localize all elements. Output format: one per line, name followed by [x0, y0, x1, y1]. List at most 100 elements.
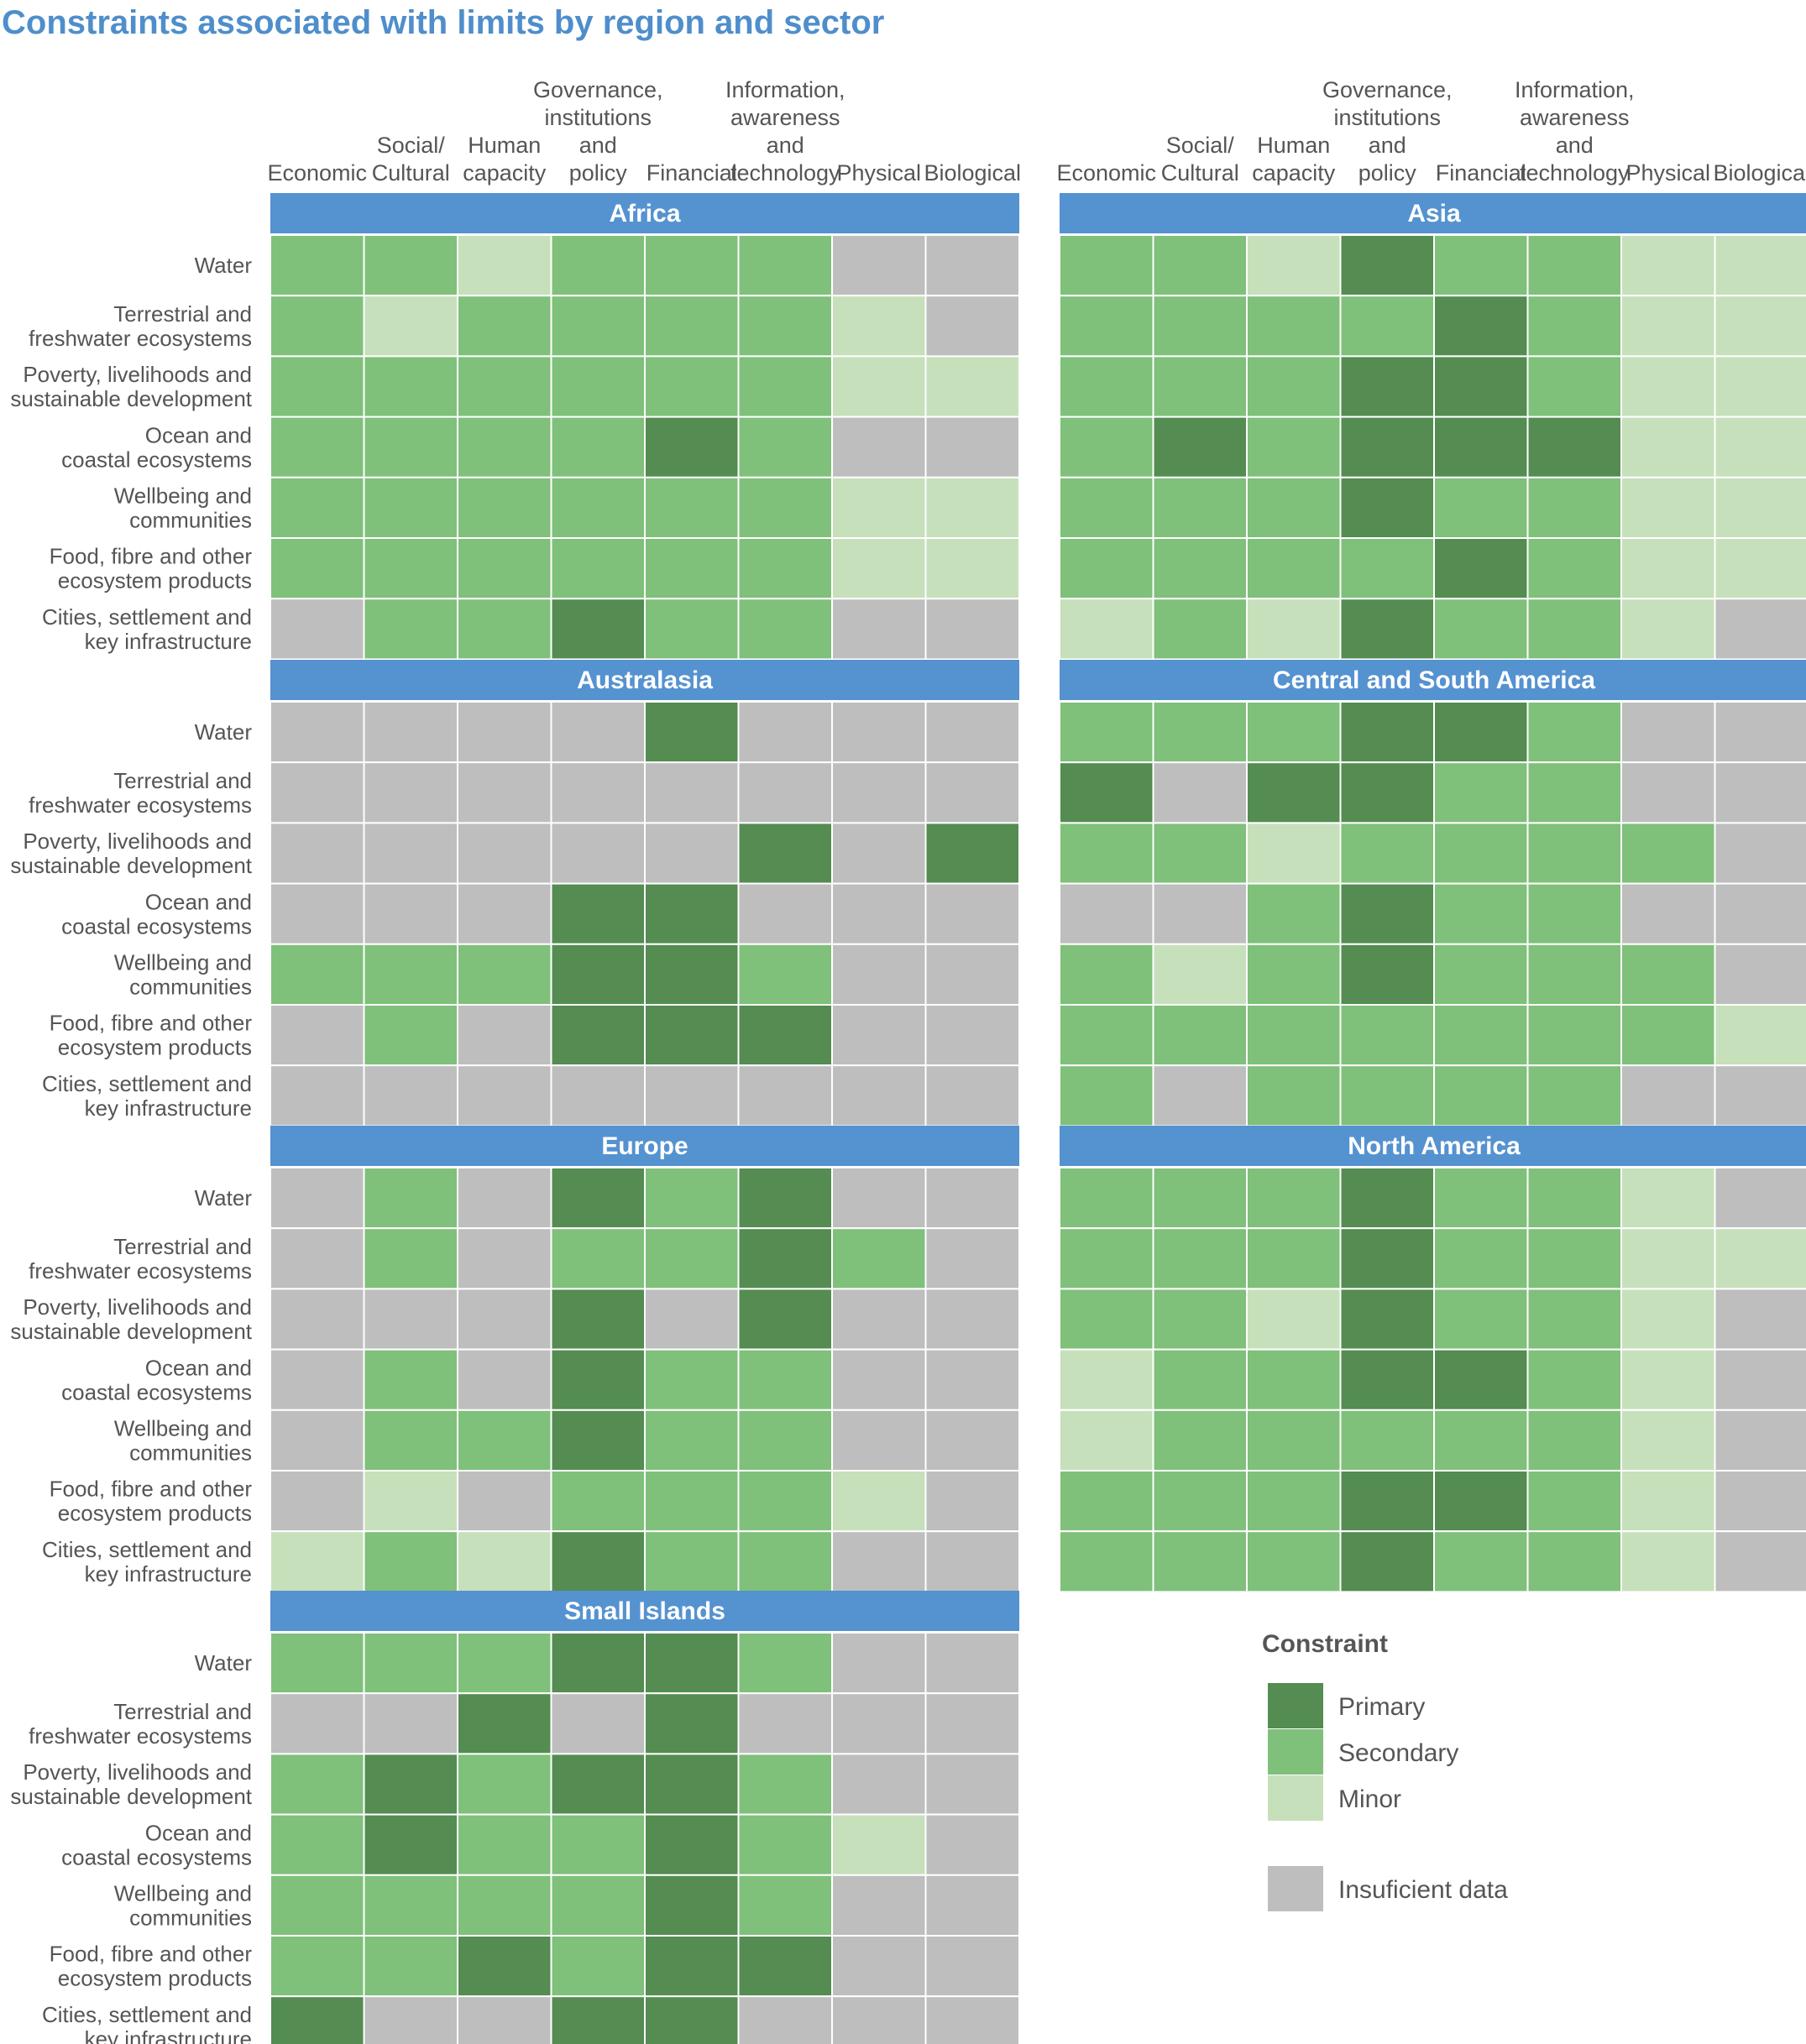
row-label-africa-4: Wellbeing and communities — [114, 484, 252, 533]
panel-title-small-islands: Small Islands — [564, 1597, 725, 1625]
heatmap-cell-small-islands-r4-c3: Small Islands | Wellbeing and communitie… — [550, 1874, 646, 1937]
row-label-small-islands-1: Terrestrial and freshwater ecosystems — [29, 1699, 252, 1749]
heatmap-cell-australasia-r1-c6: Australasia | Terrestrial and freshwater… — [831, 761, 927, 824]
column-header-right-0: Economic — [1056, 160, 1156, 186]
column-header-right-6: Physical — [1625, 160, 1710, 186]
heatmap-cell-africa-r1-c1: Africa | Terrestrial and freshwater ecos… — [363, 295, 458, 358]
row-label-australasia-2: Poverty, livelihoods and sustainable deve… — [10, 829, 252, 878]
heatmap-cell-north-america-r0-c7: North America | Water | Biological: Insu… — [1714, 1167, 1806, 1230]
heatmap-cell-africa-r6-c0: Africa | Cities, settlement and key infr… — [270, 598, 365, 661]
heatmap-cell-asia-r4-c1: Asia | Wellbeing and communities | Socia… — [1152, 476, 1248, 539]
heatmap-cell-north-america-r3-c4: North America | Ocean and coastal ecosys… — [1433, 1348, 1529, 1411]
heatmap-cell-north-america-r2-c3: North America | Poverty, livelihoods and… — [1339, 1288, 1435, 1351]
heatmap-cell-europe-r4-c0: Europe | Wellbeing and communities | Eco… — [270, 1409, 365, 1472]
row-label-europe-3: Ocean and coastal ecosystems — [61, 1355, 252, 1404]
heatmap-cell-central-and-south-america-r6-c1: Central and South America | Cities, sett… — [1152, 1064, 1248, 1127]
heatmap-cell-africa-r4-c7: Africa | Wellbeing and communities | Bio… — [924, 476, 1020, 539]
heatmap-cell-small-islands-r6-c6: Small Islands | Cities, settlement and k… — [831, 1995, 927, 2044]
heatmap-cell-asia-r3-c2: Asia | Ocean and coastal ecosystems | Hu… — [1246, 416, 1342, 478]
heatmap-cell-small-islands-r5-c6: Small Islands | Food, fibre and other ec… — [831, 1935, 927, 1998]
heatmap-cell-australasia-r6-c6: Australasia | Cities, settlement and key… — [831, 1064, 927, 1127]
heatmap-cell-africa-r0-c7: Africa | Water | Biological: Insufficien… — [924, 234, 1020, 297]
panel-header-bar-north-america — [1060, 1126, 1806, 1166]
heatmap-cell-australasia-r3-c5: Australasia | Ocean and coastal ecosyste… — [737, 882, 833, 945]
heatmap-cell-small-islands-r2-c0: Small Islands | Poverty, livelihoods and… — [270, 1753, 365, 1816]
heatmap-cell-europe-r4-c5: Europe | Wellbeing and communities | Inf… — [737, 1409, 833, 1472]
heatmap-cell-africa-r3-c7: Africa | Ocean and coastal ecosystems | … — [924, 416, 1020, 478]
row-label-australasia-3: Ocean and coastal ecosystems — [61, 889, 252, 938]
heatmap-cell-north-america-r6-c2: North America | Cities, settlement and k… — [1246, 1530, 1342, 1593]
heatmap-cell-africa-r3-c6: Africa | Ocean and coastal ecosystems | … — [831, 416, 927, 478]
heatmap-cell-asia-r2-c1: Asia | Poverty, livelihoods and sustaina… — [1152, 355, 1248, 418]
heatmap-cell-asia-r1-c0: Asia | Terrestrial and freshwater ecosys… — [1059, 295, 1154, 358]
heatmap-cell-small-islands-r3-c1: Small Islands | Ocean and coastal ecosys… — [363, 1813, 458, 1876]
heatmap-cell-north-america-r3-c3: North America | Ocean and coastal ecosys… — [1339, 1348, 1435, 1411]
heatmap-cell-small-islands-r6-c7: Small Islands | Cities, settlement and k… — [924, 1995, 1020, 2044]
heatmap-cell-europe-r6-c3: Europe | Cities, settlement and key infr… — [550, 1530, 646, 1593]
panel-header-bar-central-and-south-america — [1060, 660, 1806, 700]
heatmap-cell-europe-r5-c1: Europe | Food, fibre and other ecosystem… — [363, 1470, 458, 1533]
heatmap-cell-central-and-south-america-r0-c3: Central and South America | Water | Gove… — [1339, 701, 1435, 764]
heatmap-cell-africa-r2-c1: Africa | Poverty, livelihoods and sustai… — [363, 355, 458, 418]
heatmap-cell-africa-r6-c6: Africa | Cities, settlement and key infr… — [831, 598, 927, 661]
heatmap-cell-north-america-r6-c4: North America | Cities, settlement and k… — [1433, 1530, 1529, 1593]
heatmap-cell-africa-r6-c7: Africa | Cities, settlement and key infr… — [924, 598, 1020, 661]
heatmap-cell-north-america-r1-c7: North America | Terrestrial and freshwat… — [1714, 1227, 1806, 1290]
heatmap-cell-europe-r4-c2: Europe | Wellbeing and communities | Hum… — [457, 1409, 552, 1472]
row-label-small-islands-2: Poverty, livelihoods and sustainable deve… — [10, 1759, 252, 1809]
heatmap-cell-asia-r1-c3: Asia | Terrestrial and freshwater ecosys… — [1339, 295, 1435, 358]
heatmap-cell-australasia-r4-c2: Australasia | Wellbeing and communities … — [457, 943, 552, 1006]
heatmap-cell-central-and-south-america-r0-c2: Central and South America | Water | Huma… — [1246, 701, 1342, 764]
heatmap-cell-central-and-south-america-r3-c1: Central and South America | Ocean and co… — [1152, 882, 1248, 945]
heatmap-cell-australasia-r4-c0: Australasia | Wellbeing and communities … — [270, 943, 365, 1006]
heatmap-cell-asia-r3-c3: Asia | Ocean and coastal ecosystems | Go… — [1339, 416, 1435, 478]
heatmap-cell-small-islands-r3-c0: Small Islands | Ocean and coastal ecosys… — [270, 1813, 365, 1876]
heatmap-cell-central-and-south-america-r4-c1: Central and South America | Wellbeing an… — [1152, 943, 1248, 1006]
heatmap-cell-asia-r6-c7: Asia | Cities, settlement and key infras… — [1714, 598, 1806, 661]
heatmap-cell-small-islands-r4-c4: Small Islands | Wellbeing and communitie… — [644, 1874, 740, 1937]
heatmap-cell-north-america-r6-c0: North America | Cities, settlement and k… — [1059, 1530, 1154, 1593]
heatmap-cell-australasia-r3-c4: Australasia | Ocean and coastal ecosyste… — [644, 882, 740, 945]
heatmap-cell-europe-r0-c2: Europe | Water | Human capacity: Insuffi… — [457, 1167, 552, 1230]
row-label-australasia-6: Cities, settlement and key infrastructure — [42, 1071, 252, 1121]
heatmap-cell-central-and-south-america-r2-c1: Central and South America | Poverty, liv… — [1152, 822, 1248, 885]
heatmap-cell-small-islands-r4-c2: Small Islands | Wellbeing and communitie… — [457, 1874, 552, 1937]
heatmap-cell-australasia-r2-c3: Australasia | Poverty, livelihoods and s… — [550, 822, 646, 885]
row-label-australasia-1: Terrestrial and freshwater ecosystems — [29, 768, 252, 818]
heatmap-cell-central-and-south-america-r2-c0: Central and South America | Poverty, liv… — [1059, 822, 1154, 885]
heatmap-cell-central-and-south-america-r5-c4: Central and South America | Food, fibre … — [1433, 1004, 1529, 1067]
heatmap-cell-africa-r1-c6: Africa | Terrestrial and freshwater ecos… — [831, 295, 927, 358]
heatmap-cell-central-and-south-america-r2-c3: Central and South America | Poverty, liv… — [1339, 822, 1435, 885]
heatmap-cell-australasia-r3-c2: Australasia | Ocean and coastal ecosyste… — [457, 882, 552, 945]
heatmap-cell-small-islands-r5-c1: Small Islands | Food, fibre and other ec… — [363, 1935, 458, 1998]
heatmap-cell-small-islands-r2-c5: Small Islands | Poverty, livelihoods and… — [737, 1753, 833, 1816]
heatmap-cell-europe-r3-c2: Europe | Ocean and coastal ecosystems | … — [457, 1348, 552, 1411]
panel-header-bar-africa — [270, 193, 1019, 233]
heatmap-cell-europe-r0-c6: Europe | Water | Physical: Insufficient … — [831, 1167, 927, 1230]
heatmap-cell-africa-r2-c7: Africa | Poverty, livelihoods and sustai… — [924, 355, 1020, 418]
column-header-left-1: Social/Cultural — [372, 133, 450, 186]
heatmap-cell-north-america-r6-c3: North America | Cities, settlement and k… — [1339, 1530, 1435, 1593]
heatmap-cell-australasia-r3-c0: Australasia | Ocean and coastal ecosyste… — [270, 882, 365, 945]
heatmap-cell-africa-r2-c4: Africa | Poverty, livelihoods and sustai… — [644, 355, 740, 418]
heatmap-cell-small-islands-r2-c3: Small Islands | Poverty, livelihoods and… — [550, 1753, 646, 1816]
heatmap-cell-small-islands-r0-c0: Small Islands | Water | Economic: Second… — [270, 1632, 365, 1695]
heatmap-cell-africa-r5-c3: Africa | Food, fibre and other ecosystem… — [550, 537, 646, 600]
heatmap-cell-north-america-r0-c3: North America | Water | Governance, inst… — [1339, 1167, 1435, 1230]
heatmap-cell-africa-r3-c5: Africa | Ocean and coastal ecosystems | … — [737, 416, 833, 478]
heatmap-cell-north-america-r4-c5: North America | Wellbeing and communitie… — [1526, 1409, 1622, 1472]
heatmap-cell-africa-r4-c3: Africa | Wellbeing and communities | Gov… — [550, 476, 646, 539]
panel-header-bar-small-islands — [270, 1591, 1019, 1631]
heatmap-cell-africa-r4-c4: Africa | Wellbeing and communities | Fin… — [644, 476, 740, 539]
heatmap-cell-central-and-south-america-r5-c0: Central and South America | Food, fibre … — [1059, 1004, 1154, 1067]
heatmap-cell-africa-r5-c6: Africa | Food, fibre and other ecosystem… — [831, 537, 927, 600]
heatmap-cell-europe-r3-c3: Europe | Ocean and coastal ecosystems | … — [550, 1348, 646, 1411]
heatmap-cell-australasia-r2-c6: Australasia | Poverty, livelihoods and s… — [831, 822, 927, 885]
heatmap-cell-australasia-r2-c0: Australasia | Poverty, livelihoods and s… — [270, 822, 365, 885]
heatmap-cell-central-and-south-america-r3-c6: Central and South America | Ocean and co… — [1620, 882, 1716, 945]
heatmap-cell-small-islands-r0-c2: Small Islands | Water | Human capacity: … — [457, 1632, 552, 1695]
heatmap-cell-europe-r2-c5: Europe | Poverty, livelihoods and sustai… — [737, 1288, 833, 1351]
column-header-left-2: Human capacity — [463, 133, 547, 186]
column-header-right-4: Financial — [1436, 160, 1526, 186]
heatmap-cell-africa-r5-c1: Africa | Food, fibre and other ecosystem… — [363, 537, 458, 600]
